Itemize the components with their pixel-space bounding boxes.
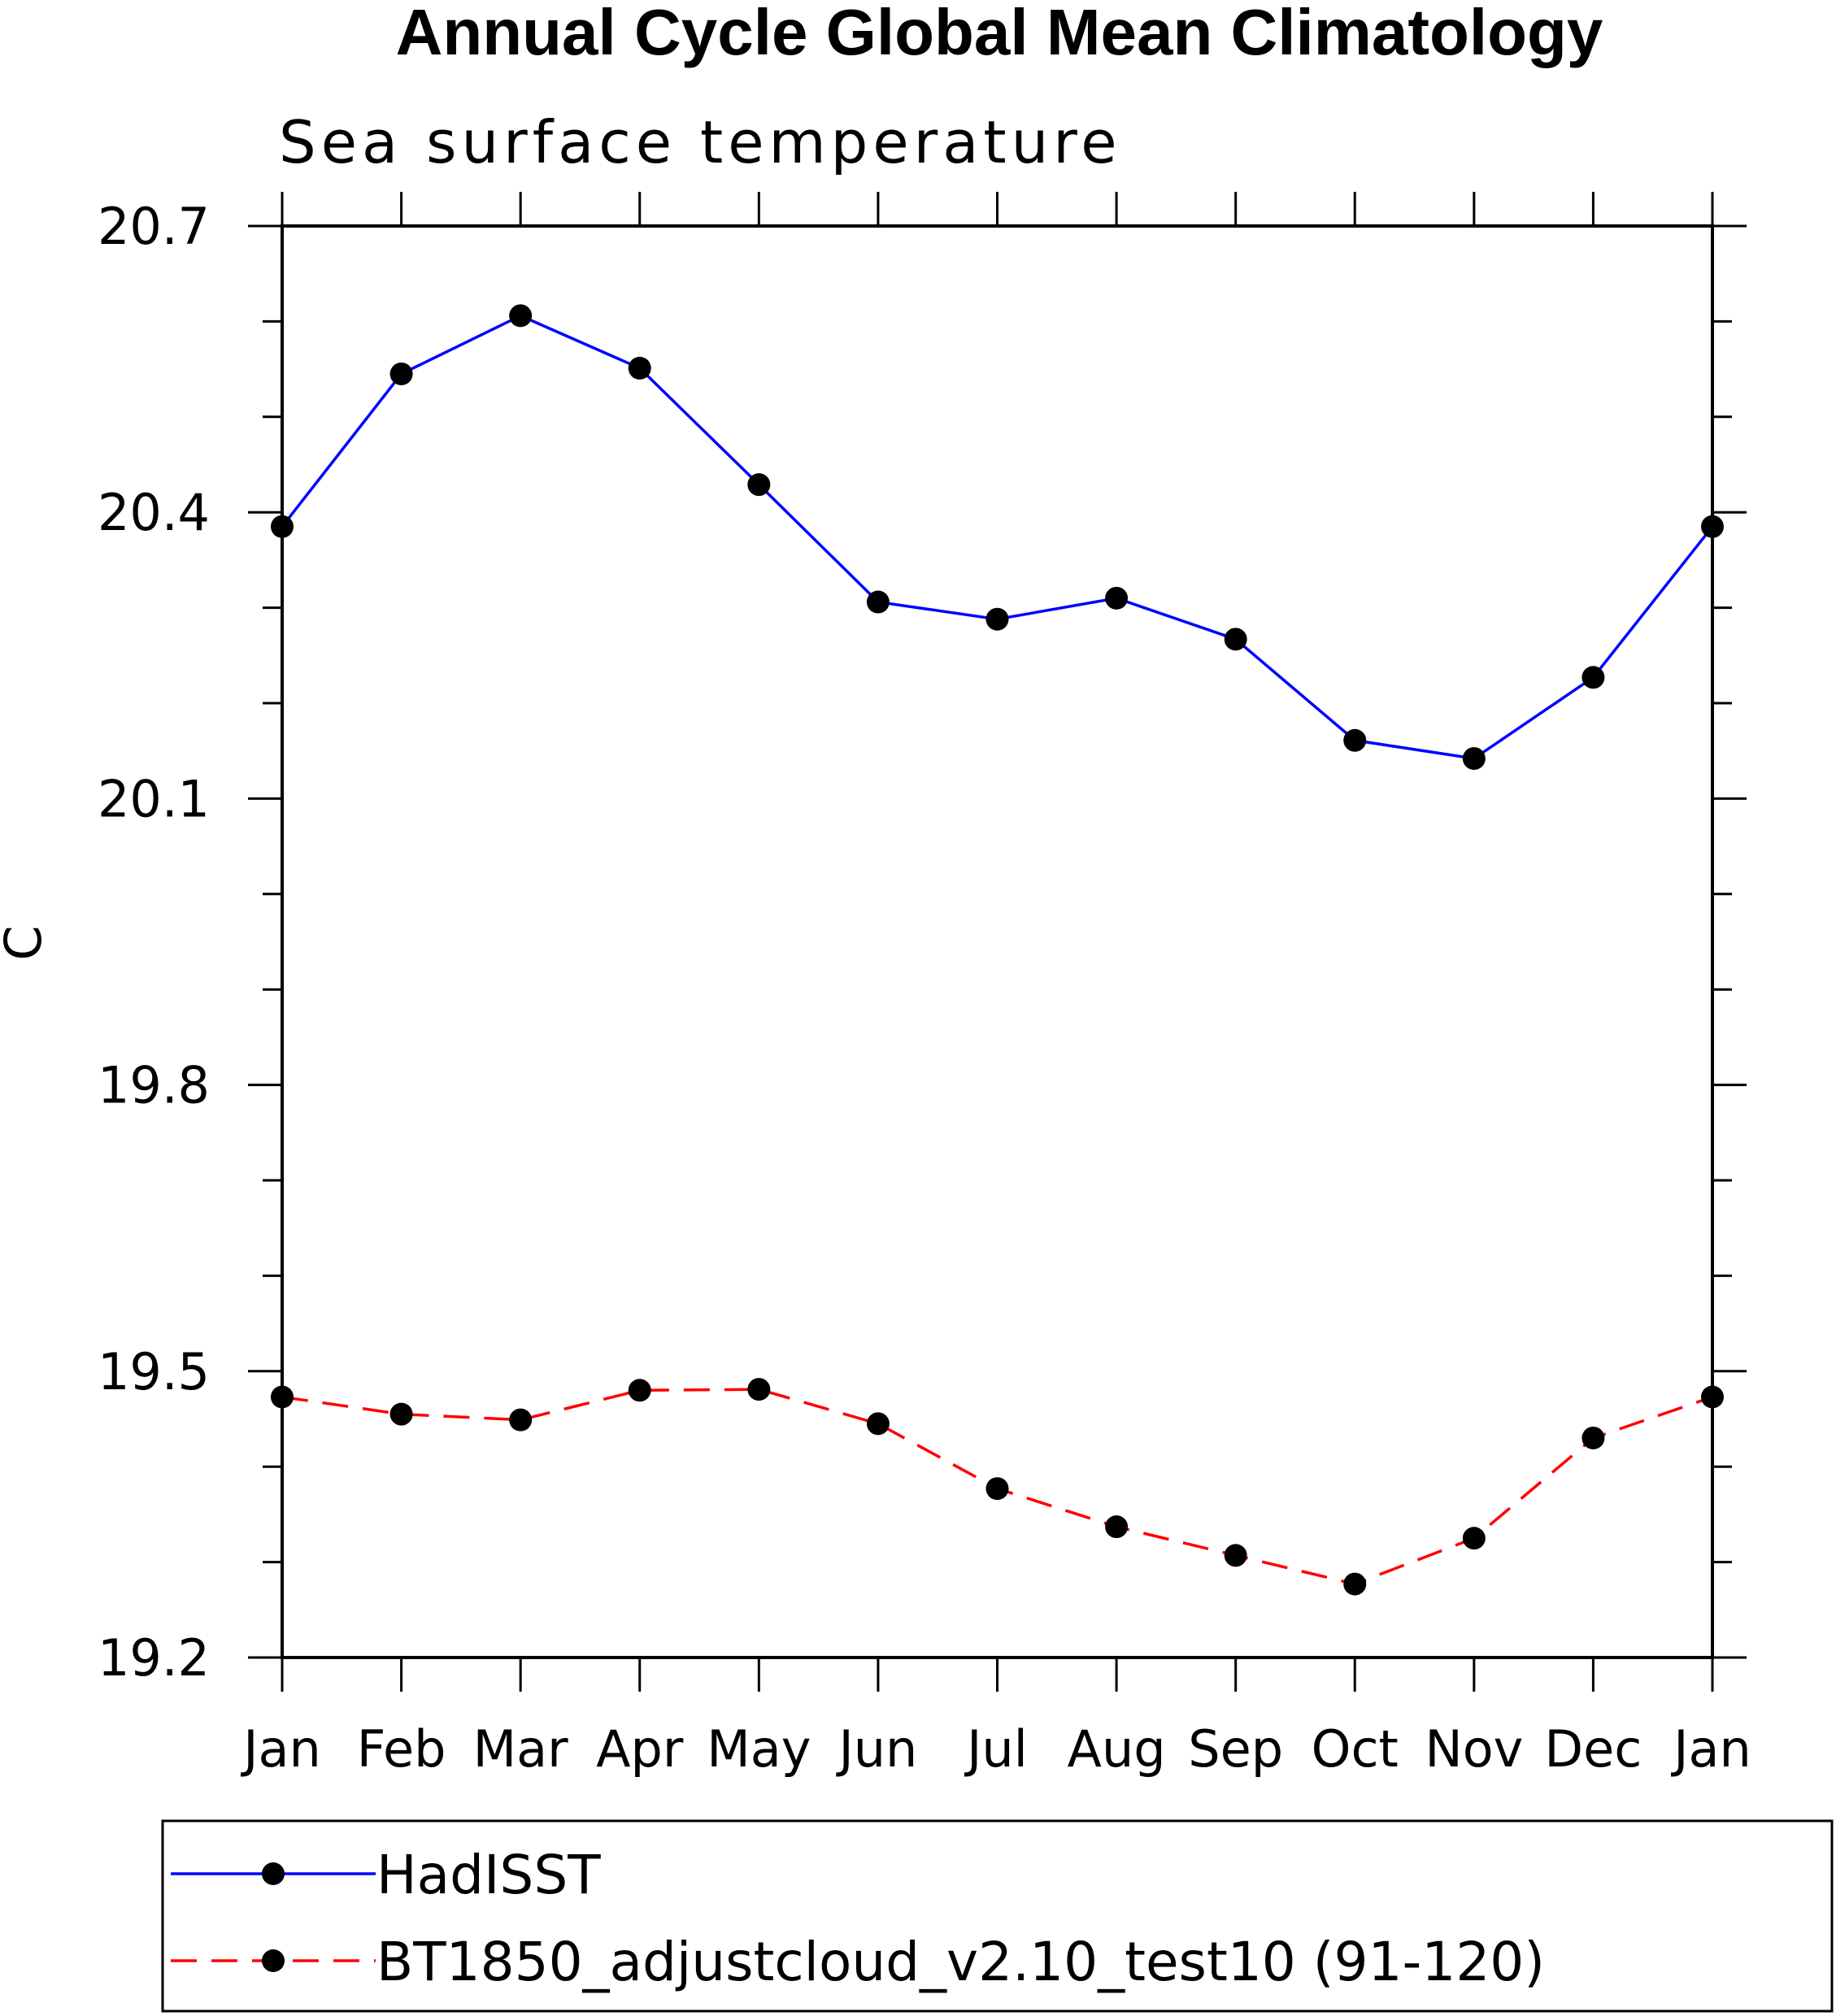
data-point: [1224, 1544, 1247, 1567]
chart-title: Annual Cycle Global Mean Climatology: [396, 0, 1603, 68]
data-point: [985, 1477, 1009, 1501]
legend: HadISST BT1850_adjustcloud_v2.10_test10 (…: [161, 1819, 1834, 2013]
series-2: [271, 1378, 1724, 1596]
legend-label: HadISST: [376, 1844, 601, 1906]
data-point: [1581, 1426, 1605, 1449]
y-tick-label: 19.2: [98, 1628, 210, 1688]
series-line: [281, 314, 1714, 760]
data-point: [1581, 666, 1605, 689]
x-tick-label: Dec: [1544, 1719, 1642, 1779]
data-point: [866, 1412, 890, 1436]
x-tick-label: Apr: [596, 1719, 684, 1779]
data-point: [1105, 1515, 1129, 1539]
series-1: [271, 304, 1724, 771]
data-point: [628, 356, 651, 380]
y-axis-label: C: [0, 925, 53, 960]
data-point: [1343, 1572, 1367, 1596]
data-point: [389, 362, 413, 385]
data-point: [509, 1408, 533, 1432]
series-layer: [271, 304, 1724, 1596]
x-tick-label: Jan: [1670, 1719, 1751, 1779]
data-point: [1462, 1527, 1486, 1550]
legend-entries: HadISST BT1850_adjustcloud_v2.10_test10 (…: [171, 1844, 1545, 1993]
y-tick-label: 20.1: [98, 769, 210, 828]
data-point: [1343, 728, 1367, 752]
y-tick-label: 20.7: [98, 197, 210, 256]
x-tick-label: Jul: [964, 1719, 1028, 1779]
data-point: [747, 1378, 771, 1401]
legend-marker: [262, 1862, 285, 1885]
x-tick-label: Oct: [1312, 1719, 1399, 1779]
x-tick-label: Jan: [240, 1719, 321, 1779]
x-tick-label: Mar: [473, 1719, 568, 1779]
legend-box: [161, 1819, 1834, 2013]
y-tick-label: 19.8: [98, 1056, 210, 1115]
x-tick-label: Sep: [1188, 1719, 1283, 1779]
y-tick-label: 19.5: [98, 1342, 210, 1401]
legend-label: BT1850_adjustcloud_v2.10_test10 (91-120): [376, 1931, 1545, 1993]
y-tick-label: 20.4: [98, 483, 210, 542]
data-point: [1224, 628, 1247, 651]
x-tick-label: Jun: [835, 1719, 917, 1779]
axes-ticks: [248, 192, 1747, 1692]
data-point: [509, 304, 533, 328]
y-tick-labels: 19.2 19.5 19.8 20.1 20.4 20.7: [98, 197, 210, 1688]
data-point: [628, 1379, 651, 1402]
data-point: [1105, 586, 1129, 610]
x-tick-label: May: [707, 1719, 811, 1779]
data-point: [866, 590, 890, 614]
data-point: [1462, 747, 1486, 771]
legend-marker: [262, 1949, 285, 1972]
x-tick-label: Nov: [1425, 1719, 1523, 1779]
x-tick-label: Feb: [357, 1719, 446, 1779]
data-point: [985, 607, 1009, 631]
plot-frame: [281, 224, 1714, 1659]
data-point: [389, 1402, 413, 1426]
x-tick-label: Aug: [1068, 1719, 1166, 1779]
data-point: [747, 473, 771, 497]
chart-subtitle: Sea surface temperature: [279, 108, 1122, 176]
x-tick-labels: Jan Feb Mar Apr May Jun Jul Aug Sep Oct Nov Dec Jan: [240, 1719, 1751, 1779]
